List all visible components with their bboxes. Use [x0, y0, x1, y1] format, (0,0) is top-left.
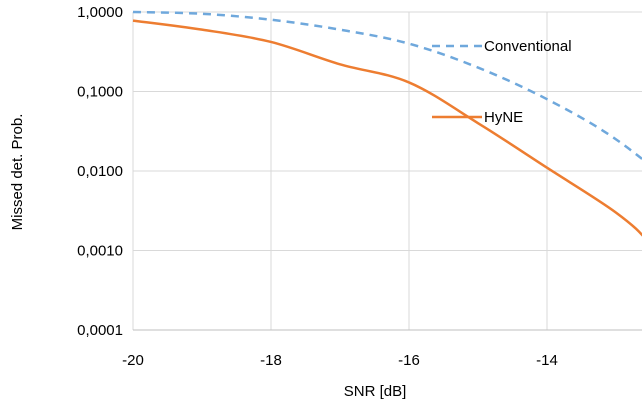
- y-axis-title: Missed det. Prob.: [9, 114, 26, 231]
- x-axis-title: SNR [dB]: [344, 383, 407, 400]
- y-tick-label: 0,0100: [77, 163, 123, 180]
- legend-label-conventional: Conventional: [484, 38, 572, 55]
- x-tick-label: -18: [260, 352, 282, 369]
- y-tick-label: 1,0000: [77, 4, 123, 21]
- gridlines: [132, 11, 642, 331]
- legend: Conventional HyNE: [432, 38, 572, 126]
- x-tick-label: -20: [122, 352, 144, 369]
- series-line-hyne: [132, 19, 642, 237]
- y-tick-label: 0,1000: [77, 84, 123, 101]
- x-tick-label: -14: [536, 352, 558, 369]
- y-tick-label: 0,0001: [77, 322, 123, 339]
- series-line-conventional: [132, 10, 642, 161]
- series-lines: [132, 10, 642, 237]
- y-tick-label: 0,0010: [77, 243, 123, 260]
- legend-label-hyne: HyNE: [484, 109, 523, 126]
- x-tick-label: -16: [398, 352, 420, 369]
- tick-labels: -20-18-16-14-12-10-8-61,00000,10000,0100…: [77, 4, 558, 369]
